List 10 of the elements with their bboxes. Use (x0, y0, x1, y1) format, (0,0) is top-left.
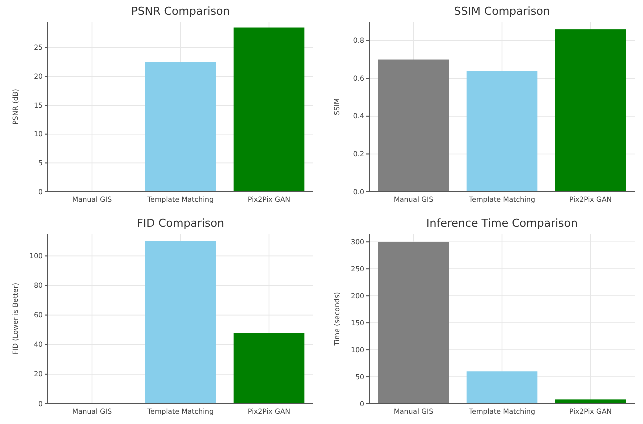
bar (555, 400, 626, 404)
chart-title: FID Comparison (137, 217, 224, 230)
bar (466, 372, 538, 404)
chart-title: PSNR Comparison (131, 5, 230, 18)
chart-title: Inference Time Comparison (426, 217, 578, 230)
chart-title: SSIM Comparison (454, 5, 550, 18)
bar (378, 242, 450, 404)
bar (378, 60, 450, 192)
bar (466, 71, 538, 192)
bar (555, 30, 626, 192)
